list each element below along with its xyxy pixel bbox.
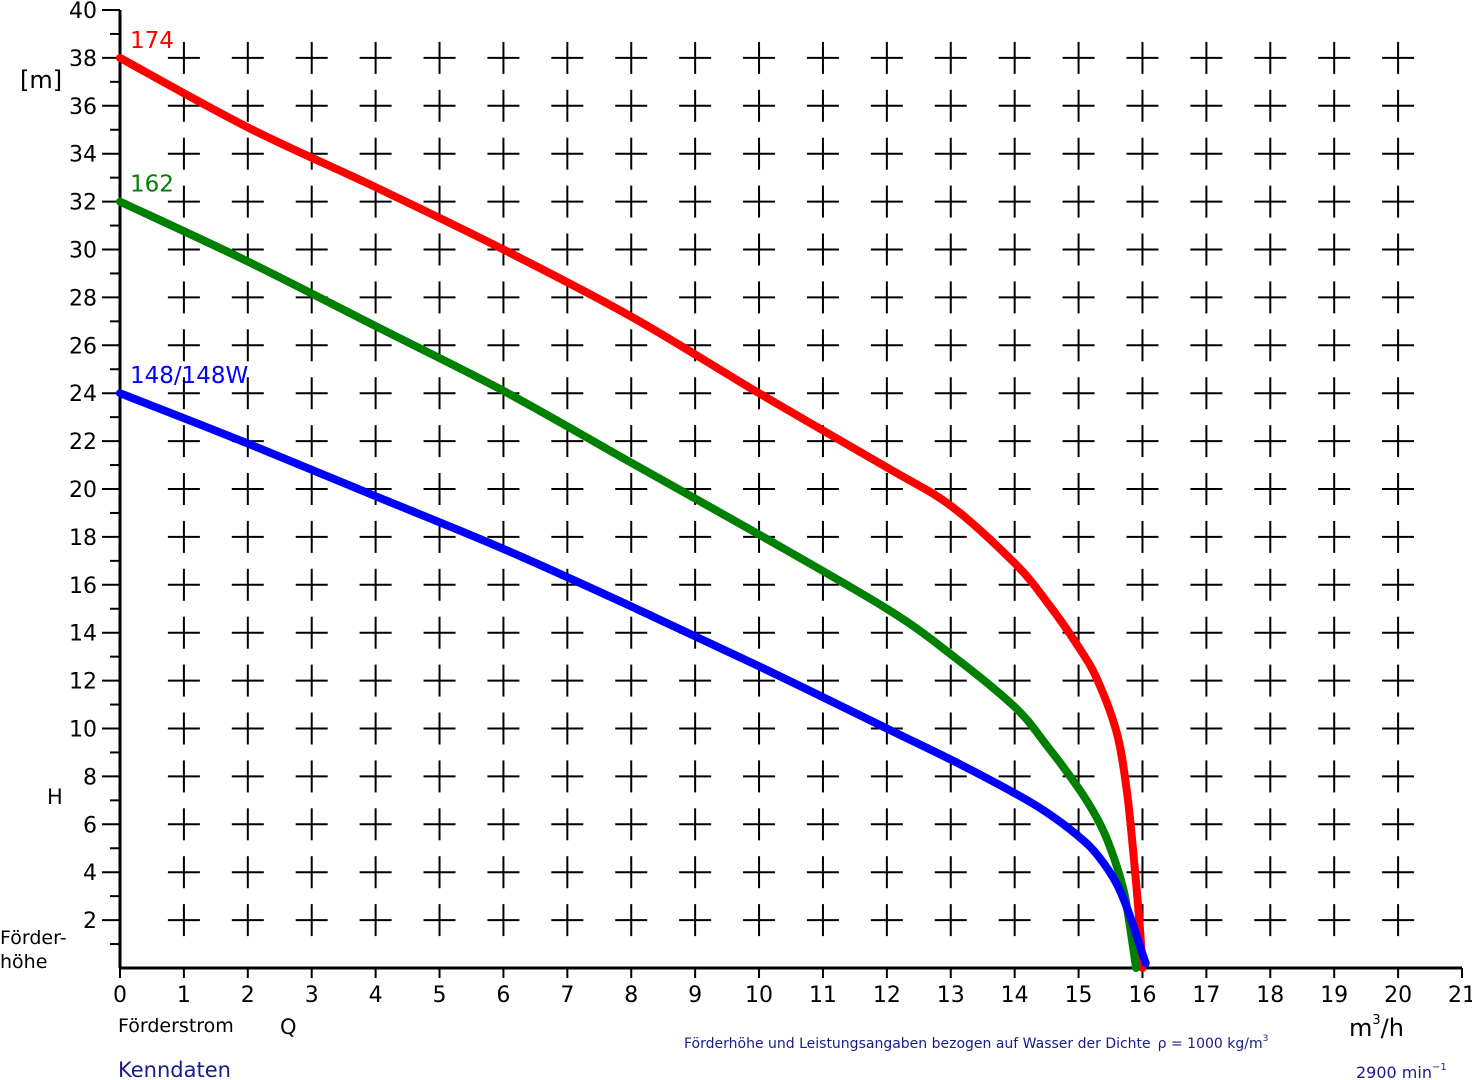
x-tick-label: 1: [177, 983, 191, 1008]
speed-exp: −1: [1432, 1062, 1447, 1073]
curve-labels: 174 162 148/148W: [130, 28, 248, 389]
density-note-rho: ρ = 1000 kg/m: [1158, 1036, 1263, 1052]
x-tick-label: 15: [1065, 983, 1093, 1008]
curve-label-162: 162: [130, 172, 174, 198]
x-symbol: Q: [280, 1015, 297, 1039]
y-tick-label: 30: [69, 239, 97, 264]
x-tick-label: 3: [305, 983, 319, 1008]
x-tick-label: 21: [1448, 983, 1472, 1008]
x-tick-label: 2: [241, 983, 255, 1008]
y-symbol: H: [47, 785, 63, 809]
y-label-line2: höhe: [0, 951, 47, 973]
axes: [102, 9, 1463, 978]
x-unit-rest: /h: [1381, 1014, 1404, 1042]
y-tick-label: 26: [69, 334, 97, 359]
curve-148-148W: [116, 389, 1150, 968]
y-tick-label: 14: [69, 622, 97, 647]
x-tick-label: 9: [688, 983, 702, 1008]
x-unit: m3/h: [1349, 1013, 1404, 1042]
x-tick-label: 20: [1384, 983, 1412, 1008]
x-tick-label: 8: [624, 983, 638, 1008]
y-tick-label: 12: [69, 670, 97, 695]
kenndaten-label: Kenndaten: [118, 1058, 231, 1080]
y-tick-label: 16: [69, 574, 97, 599]
y-tick-label: 6: [83, 813, 97, 838]
density-note: Förderhöhe und Leistungsangaben bezogen …: [684, 1034, 1268, 1052]
x-tick-label: 6: [496, 983, 510, 1008]
x-tick-label: 4: [369, 983, 383, 1008]
y-tick-label: 2: [83, 909, 97, 934]
x-label: Förderstrom: [118, 1015, 234, 1037]
y-tick-label: 18: [69, 526, 97, 551]
y-tick-label: 8: [83, 765, 97, 790]
y-tick-label: 40: [69, 0, 97, 24]
y-tick-label: 32: [69, 191, 97, 216]
x-tick-label: 14: [1001, 983, 1029, 1008]
x-unit-base: m: [1349, 1014, 1372, 1042]
y-tick-label: 10: [69, 718, 97, 743]
density-note-exp: 3: [1263, 1034, 1269, 1044]
x-tick-label: 17: [1192, 983, 1220, 1008]
speed-value: 2900 min: [1356, 1063, 1432, 1080]
y-tick-label: 38: [69, 47, 97, 72]
y-tick-label: 4: [83, 861, 97, 886]
curve-label-174: 174: [130, 28, 174, 54]
y-unit: [m]: [20, 66, 62, 94]
x-tick-label: 0: [113, 983, 127, 1008]
y-tick-label: 24: [69, 382, 97, 407]
x-tick-label: 19: [1320, 983, 1348, 1008]
x-tick-labels: 0 1 2 3 4 5 6 7 8 9 10 11 12 13 14 15 16 17 18 19 20 21: [113, 983, 1472, 1008]
x-tick-label: 7: [560, 983, 574, 1008]
x-tick-label: 12: [873, 983, 901, 1008]
y-label-line1: Förder-: [0, 927, 67, 949]
x-tick-label: 13: [937, 983, 965, 1008]
speed-label: 2900 min−1: [1356, 1062, 1447, 1080]
x-tick-label: 10: [745, 983, 773, 1008]
y-tick-label: 28: [69, 286, 97, 311]
curve-label-148-148W: 148/148W: [130, 363, 248, 389]
y-tick-label: 36: [69, 95, 97, 120]
curves: [116, 53, 1150, 972]
x-unit-exp: 3: [1372, 1013, 1380, 1028]
x-tick-label: 11: [809, 983, 837, 1008]
density-note-text: Förderhöhe und Leistungsangaben bezogen …: [684, 1036, 1151, 1052]
x-tick-label: 16: [1128, 983, 1156, 1008]
y-tick-label: 22: [69, 430, 97, 455]
x-tick-label: 18: [1256, 983, 1284, 1008]
curve-174: [116, 53, 1147, 972]
y-tick-label: 20: [69, 478, 97, 503]
x-tick-label: 5: [433, 983, 447, 1008]
curve-162: [116, 197, 1141, 972]
y-tick-label: 34: [69, 143, 97, 168]
